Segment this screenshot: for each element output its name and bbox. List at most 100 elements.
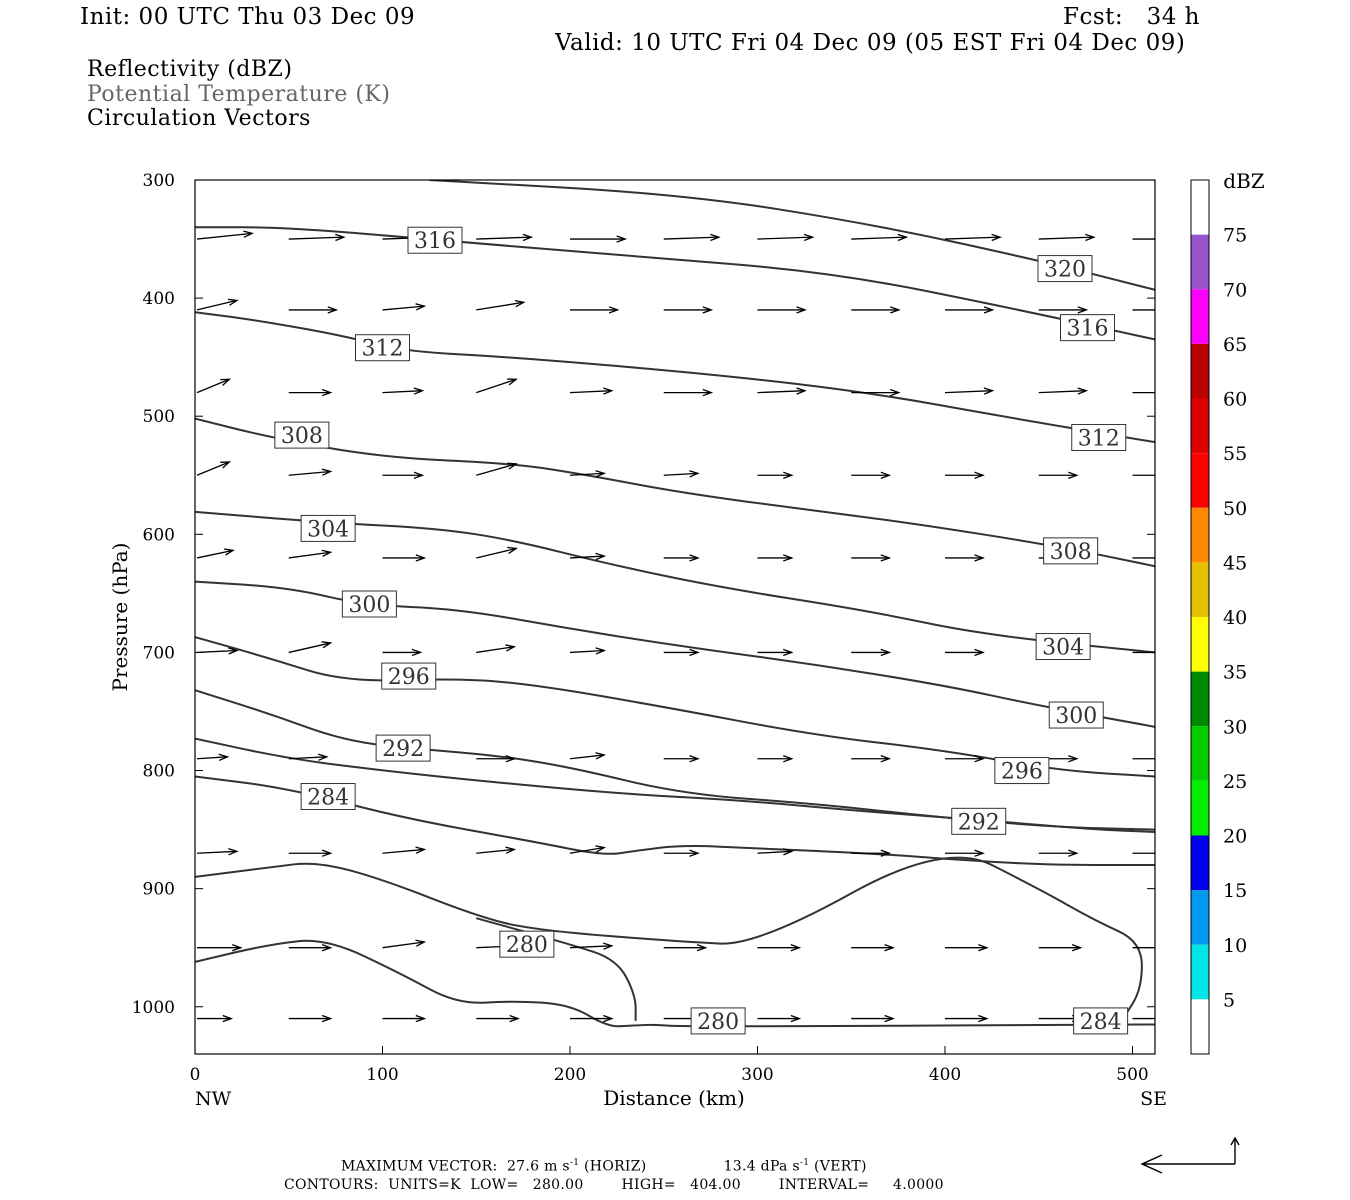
field-reflectivity: Reflectivity (dBZ): [87, 57, 293, 82]
vector-arrowhead: [978, 1014, 989, 1023]
vector-arrowhead: [1166, 1015, 1174, 1021]
circulation-vector: [663, 472, 698, 476]
circulation-vector: [196, 232, 253, 240]
circulation-vector: [569, 846, 605, 854]
vector-arrowhead: [783, 554, 794, 562]
vector-arrowhead: [505, 644, 517, 652]
colorbar-swatch: [1191, 944, 1209, 1000]
vector-arrowhead: [321, 849, 333, 857]
contour-label: 316: [1067, 317, 1109, 342]
field-circulation-vectors: Circulation Vectors: [87, 106, 311, 131]
circulation-vector: [288, 470, 331, 476]
vector-arrowhead: [413, 387, 425, 395]
contour-label: 292: [958, 810, 1000, 835]
contour-label: 304: [1042, 636, 1084, 661]
contour-label-box: [355, 334, 410, 362]
contour-label: 284: [1080, 1010, 1122, 1035]
vector-arrowhead: [595, 470, 607, 478]
contour-label-box: [1048, 701, 1104, 729]
vector-arrowhead: [1179, 236, 1187, 242]
vector-arrowhead: [880, 554, 892, 562]
contour-label-box: [1037, 255, 1093, 283]
y-tick-label: 400: [143, 289, 175, 309]
vector-arrowhead: [317, 753, 329, 761]
vector-arrowhead: [1158, 756, 1166, 762]
x-tick-label: 200: [554, 1065, 586, 1085]
colorbar-level-label: 30: [1223, 716, 1247, 738]
vector-arrowhead: [880, 849, 892, 857]
colorbar-level-label: 35: [1223, 662, 1247, 684]
vector-arrowhead: [415, 303, 427, 311]
colorbar-swatch: [1191, 890, 1209, 945]
colorbar-swatch: [1191, 671, 1209, 727]
circulation-vector: [944, 236, 1001, 240]
circulation-vector: [944, 390, 993, 394]
vector-arrowhead: [507, 462, 518, 470]
contour-label: 284: [307, 786, 349, 811]
colorbar-swatch: [1191, 780, 1209, 836]
circulation-vector: [196, 850, 237, 854]
vector-arrowhead: [507, 378, 518, 386]
contour-label-box: [381, 662, 437, 690]
init-time: Init: 00 UTC Thu 03 Dec 09: [80, 4, 416, 30]
colorbar-level-label: 15: [1223, 880, 1247, 902]
contour-label: 304: [307, 517, 349, 542]
colorbar-swatch: [1191, 234, 1209, 290]
vector-arrowhead: [880, 755, 892, 763]
circulation-vector: [476, 236, 532, 240]
colorbar-swatch: [1191, 289, 1209, 344]
contour-label-box: [1073, 1007, 1129, 1035]
circulation-vector: [382, 390, 423, 394]
circulation-vector: [196, 299, 238, 311]
vector-arrowhead: [1085, 233, 1096, 242]
vector-arrowhead: [880, 471, 892, 479]
x-right-end-label: SE: [1140, 1088, 1167, 1110]
vector-arrowhead: [1077, 387, 1089, 395]
contour-label-box: [951, 807, 1007, 835]
contour-label-box: [407, 226, 463, 254]
vector-arrowhead: [974, 849, 985, 857]
theta-contour-284: [195, 856, 1143, 1020]
colorbar-swatch: [1191, 562, 1209, 617]
theta-contours: [195, 180, 1155, 1028]
circulation-vector: [196, 549, 234, 559]
circulation-vector: [757, 390, 806, 394]
colorbar-swatch: [1191, 453, 1209, 508]
vector-arrowhead: [880, 648, 892, 657]
y-tick-label: 600: [143, 525, 175, 545]
axes: 300 400 500 600 700 800 900 1000 0 100 200 300 400 50…: [132, 171, 1155, 1085]
circulation-vector: [288, 642, 331, 654]
colorbar-level-label: 70: [1223, 279, 1247, 301]
contour-label-box: [1071, 423, 1127, 451]
vector-arrowhead: [689, 554, 700, 562]
vector-arrowhead: [514, 299, 526, 308]
vector-arrowhead: [796, 306, 807, 314]
vector-arrowhead: [1158, 472, 1166, 478]
vector-arrowhead: [411, 648, 423, 657]
vector-arrowhead: [890, 388, 901, 397]
contour-label-box: [274, 421, 330, 449]
theta-contour-300: [195, 580, 1155, 728]
colorbar-swatch: [1191, 617, 1209, 672]
vector-arrowhead: [335, 233, 346, 242]
contour-label: 292: [382, 737, 424, 762]
circulation-vector: [196, 461, 230, 476]
contour-label-box: [1060, 314, 1115, 342]
contour-label: 300: [348, 593, 390, 618]
vector-arrowhead: [1071, 944, 1083, 952]
circulation-vector: [1038, 236, 1094, 240]
circulation-vector: [476, 378, 517, 394]
circulation-vector: [288, 236, 344, 240]
vector-arrowhead: [1158, 649, 1166, 655]
vector-arrowhead: [689, 849, 700, 857]
circulation-vector: [1038, 390, 1087, 394]
contour-label-box: [375, 734, 431, 762]
colorbar-swatch: [1191, 835, 1209, 891]
vector-arrowhead: [702, 306, 714, 314]
vector-arrowhead: [595, 845, 607, 853]
vector-arrowhead: [689, 470, 700, 478]
vector-arrowhead: [321, 468, 333, 476]
vector-arrowhead: [790, 944, 802, 952]
y-tick-label: 300: [143, 171, 175, 191]
circulation-vector: [569, 472, 605, 476]
